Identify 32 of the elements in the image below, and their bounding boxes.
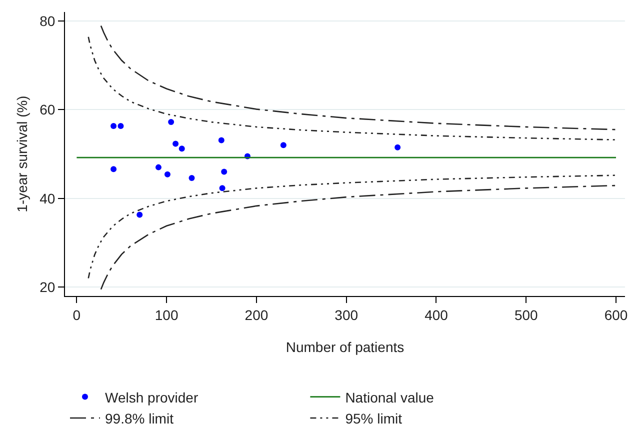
point: [219, 185, 226, 192]
point: [164, 171, 170, 178]
point: [118, 123, 124, 130]
legend-label: National value: [345, 389, 434, 406]
x-tick-label: 400: [424, 306, 448, 323]
point: [110, 166, 117, 172]
y-tick-label: 20: [40, 279, 56, 296]
x-tick-label: 300: [334, 306, 358, 323]
y-tick-label: 60: [40, 102, 56, 118]
y-tick-label: 80: [40, 12, 56, 29]
y-tick-label: 40: [40, 190, 56, 206]
y-axis-title: 1-year survival (%): [14, 96, 30, 212]
point: [136, 212, 143, 218]
point: [280, 142, 286, 148]
point: [172, 140, 179, 147]
point: [110, 123, 117, 130]
x-tick-label: 0: [72, 306, 81, 323]
point: [221, 168, 228, 175]
point: [188, 174, 195, 181]
legend-label: Welsh provider: [105, 389, 198, 406]
point: [155, 164, 162, 170]
legend-label: 99.8% limit: [105, 410, 174, 426]
point: [218, 137, 224, 144]
legend-label: 95% limit: [345, 410, 402, 426]
x-tick-label: 600: [604, 306, 628, 323]
x-axis-title: Number of patients: [286, 339, 404, 356]
point: [394, 144, 401, 150]
x-tick-label: 200: [244, 306, 268, 323]
x-tick-label: 500: [514, 306, 538, 323]
x-tick-label: 100: [154, 306, 178, 323]
point: [178, 146, 185, 152]
point: [168, 119, 174, 126]
